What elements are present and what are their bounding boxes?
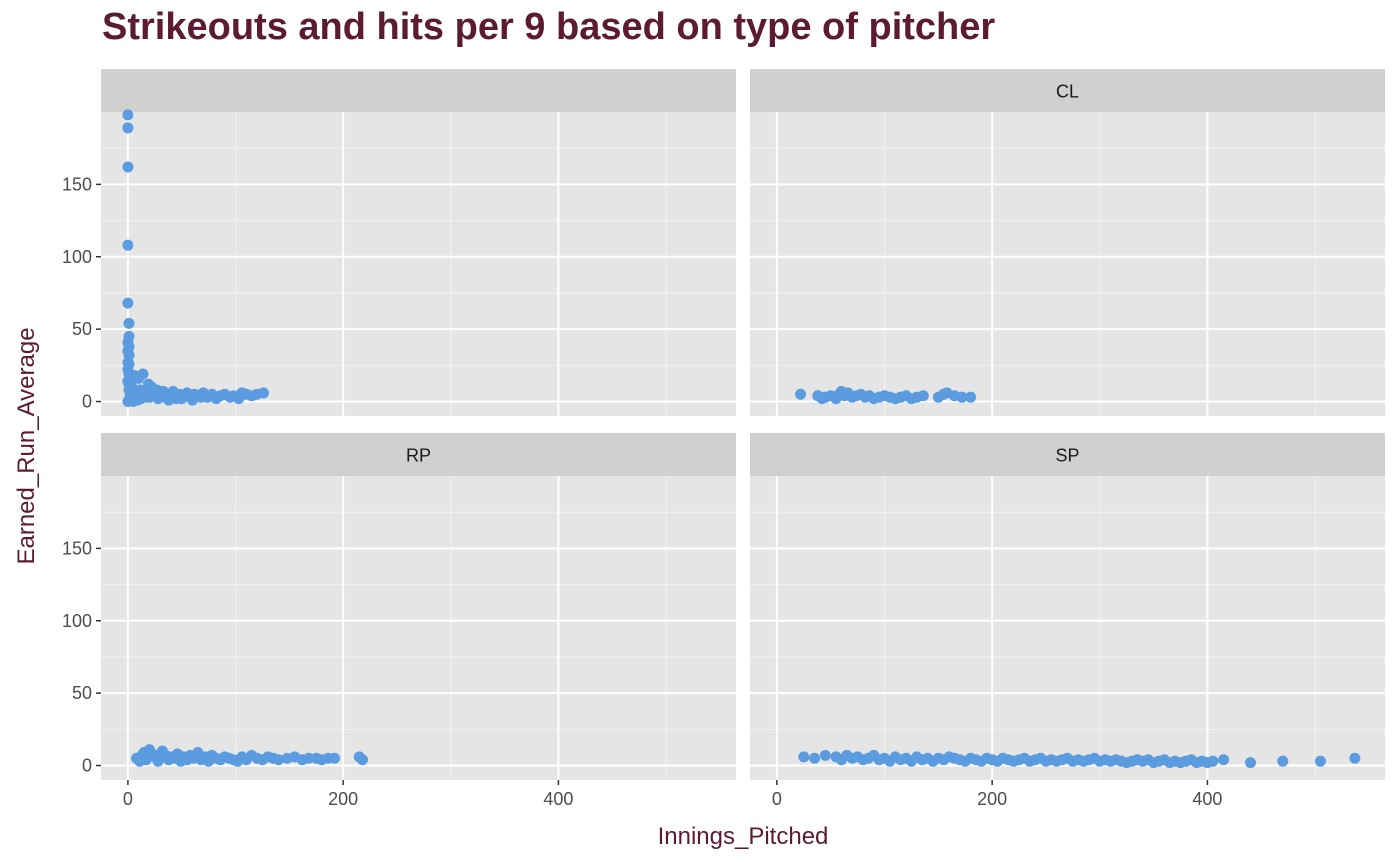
chart-title: Strikeouts and hits per 9 based on type … <box>102 6 996 48</box>
x-tick-label: 200 <box>977 789 1007 809</box>
x-axis-title: Innings_Pitched <box>658 823 829 850</box>
x-tick-label: 0 <box>772 789 782 809</box>
data-point <box>139 391 151 403</box>
facet-strip <box>750 69 1385 112</box>
x-tick-label: 200 <box>328 789 358 809</box>
data-point <box>1314 755 1326 767</box>
y-tick-label: 50 <box>72 319 92 339</box>
data-point <box>917 390 929 402</box>
panel-background <box>750 112 1385 416</box>
data-point <box>795 388 807 400</box>
facet-label: SP <box>1055 446 1079 466</box>
x-tick-label: 400 <box>1192 789 1222 809</box>
facet-label: CL <box>1056 82 1079 102</box>
data-point <box>965 391 977 403</box>
data-point <box>122 297 134 309</box>
data-point <box>819 749 831 761</box>
panel-background <box>750 476 1385 780</box>
data-point <box>123 317 135 329</box>
data-point <box>329 752 341 764</box>
data-point <box>195 391 207 403</box>
x-tick-label: 0 <box>123 789 133 809</box>
data-point <box>258 387 270 399</box>
x-tick-label: 400 <box>543 789 573 809</box>
y-tick-label: 0 <box>82 392 92 412</box>
data-point <box>149 390 161 402</box>
data-point <box>186 394 198 406</box>
facet-strip <box>750 433 1385 476</box>
data-point <box>1218 754 1230 766</box>
data-point <box>122 161 134 173</box>
y-tick-label: 150 <box>62 174 92 194</box>
facet-strip <box>101 433 736 476</box>
panel-background <box>101 112 736 416</box>
data-point <box>956 391 968 403</box>
y-tick-label: 100 <box>62 247 92 267</box>
data-point <box>163 394 175 406</box>
panel-background <box>101 476 736 780</box>
data-point <box>122 109 134 121</box>
y-tick-label: 150 <box>62 538 92 558</box>
y-tick-label: 0 <box>82 756 92 776</box>
facet-label: RP <box>406 446 431 466</box>
data-point <box>273 754 285 766</box>
data-point <box>809 752 821 764</box>
data-point <box>122 239 134 251</box>
data-point <box>176 393 188 405</box>
data-point <box>1349 752 1361 764</box>
data-point <box>357 754 369 766</box>
y-tick-label: 50 <box>72 683 92 703</box>
data-point <box>1277 755 1289 767</box>
data-point <box>1207 755 1219 767</box>
facet-strip <box>101 69 736 112</box>
y-tick-label: 100 <box>62 611 92 631</box>
data-point <box>137 368 149 380</box>
data-point <box>122 122 134 134</box>
y-axis-title: Earned_Run_Average <box>13 327 40 564</box>
data-point <box>303 752 315 764</box>
data-point <box>1244 757 1256 769</box>
data-point <box>798 751 810 763</box>
